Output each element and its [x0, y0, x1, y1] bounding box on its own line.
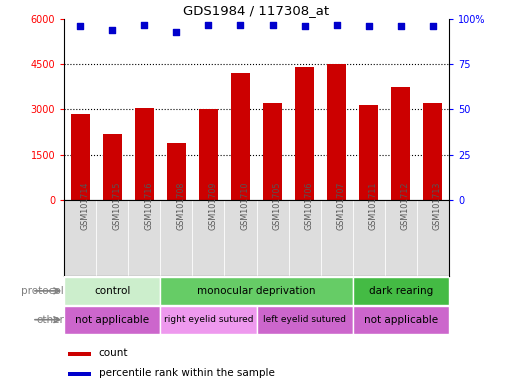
Bar [327, 65, 346, 200]
Bar [231, 73, 250, 200]
Point [397, 23, 405, 30]
Point [108, 27, 116, 33]
Bar [288, 200, 321, 276]
Bar [160, 277, 353, 305]
Text: GSM101709: GSM101709 [208, 182, 218, 230]
Bar [96, 200, 128, 276]
Text: GSM101713: GSM101713 [433, 182, 442, 230]
Text: left eyelid sutured: left eyelid sutured [263, 315, 346, 324]
Point [268, 22, 277, 28]
Bar [256, 306, 353, 333]
Text: not applicable: not applicable [364, 314, 438, 325]
Point [236, 22, 245, 28]
Point [172, 29, 181, 35]
Bar [353, 306, 449, 333]
Bar [321, 200, 353, 276]
Title: GDS1984 / 117308_at: GDS1984 / 117308_at [184, 3, 329, 17]
Bar [160, 306, 256, 333]
Text: right eyelid sutured: right eyelid sutured [164, 315, 253, 324]
Text: GSM101710: GSM101710 [241, 182, 249, 230]
Bar [134, 108, 154, 200]
Bar [353, 200, 385, 276]
Bar [256, 200, 288, 276]
Bar [128, 200, 160, 276]
Text: GSM101714: GSM101714 [80, 182, 89, 230]
Text: percentile rank within the sample: percentile rank within the sample [98, 368, 274, 378]
Text: control: control [94, 286, 130, 296]
Bar [64, 277, 160, 305]
Point [76, 23, 84, 30]
Point [204, 22, 212, 28]
Bar [295, 67, 314, 200]
Text: dark rearing: dark rearing [369, 286, 433, 296]
Bar [103, 134, 122, 200]
Bar [68, 352, 91, 356]
Bar [391, 87, 410, 200]
Text: GSM101706: GSM101706 [305, 182, 313, 230]
Text: GSM101715: GSM101715 [112, 182, 121, 230]
Bar [225, 200, 256, 276]
Bar [167, 142, 186, 200]
Bar [199, 109, 218, 200]
Text: other: other [36, 314, 64, 325]
Text: GSM101716: GSM101716 [144, 182, 153, 230]
Bar [64, 200, 96, 276]
Bar [160, 200, 192, 276]
Bar [359, 105, 378, 200]
Text: monocular deprivation: monocular deprivation [198, 286, 315, 296]
Text: GSM101707: GSM101707 [337, 182, 346, 230]
Bar [353, 277, 449, 305]
Text: protocol: protocol [22, 286, 64, 296]
Text: GSM101711: GSM101711 [369, 182, 378, 230]
Bar [263, 103, 282, 200]
Bar [192, 200, 225, 276]
Text: not applicable: not applicable [75, 314, 149, 325]
Text: GSM101705: GSM101705 [272, 182, 282, 230]
Point [332, 22, 341, 28]
Text: GSM101712: GSM101712 [401, 182, 410, 230]
Point [301, 23, 309, 30]
Bar [64, 306, 160, 333]
Bar [423, 103, 442, 200]
Bar [70, 114, 90, 200]
Text: count: count [98, 348, 128, 358]
Bar [385, 200, 417, 276]
Bar [68, 372, 91, 376]
Bar [417, 200, 449, 276]
Point [365, 23, 373, 30]
Point [429, 23, 437, 30]
Point [140, 22, 148, 28]
Text: GSM101708: GSM101708 [176, 182, 185, 230]
